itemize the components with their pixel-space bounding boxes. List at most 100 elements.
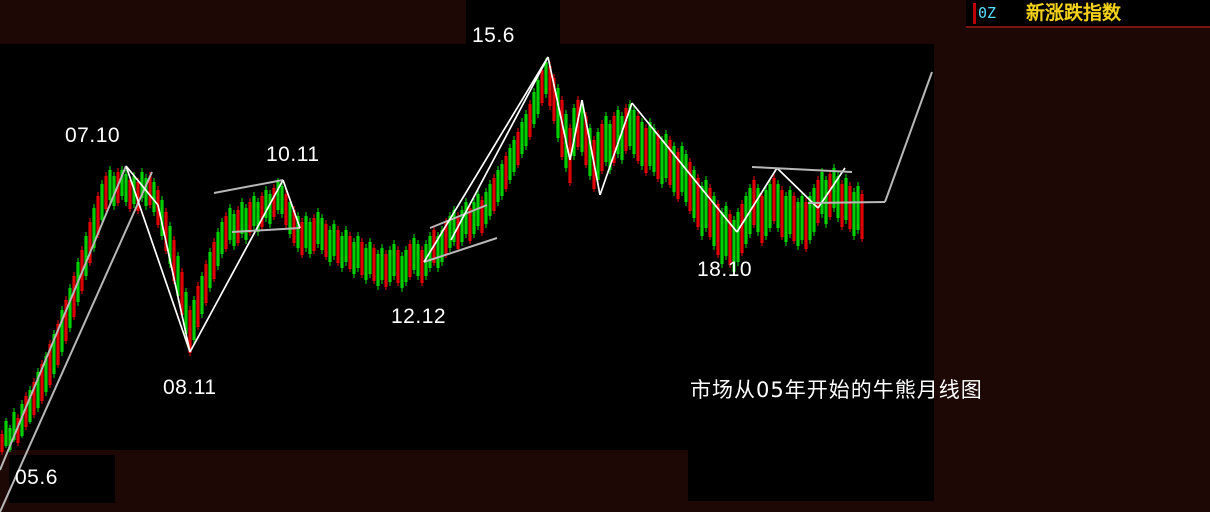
chart-canvas-top-extension	[466, 0, 560, 44]
candle	[632, 106, 636, 158]
candle	[580, 100, 584, 156]
candle	[600, 120, 604, 174]
candle	[212, 238, 216, 282]
candle	[324, 220, 328, 260]
candle	[468, 204, 472, 244]
candle	[640, 118, 644, 170]
candle	[572, 104, 576, 160]
candle	[812, 184, 816, 236]
candle	[492, 174, 496, 214]
candle	[288, 198, 292, 238]
candle	[848, 182, 852, 232]
candle	[860, 190, 864, 242]
trendline-base-2012-box-bottom	[423, 237, 498, 263]
candle	[380, 244, 384, 284]
candle	[180, 268, 184, 318]
candle	[344, 226, 348, 266]
candle	[388, 246, 392, 286]
candle	[304, 212, 308, 252]
trendline-bounce-2015b	[569, 99, 583, 161]
candle	[784, 192, 788, 246]
candle	[820, 168, 824, 218]
candle	[620, 112, 624, 164]
candle	[100, 180, 104, 224]
candle	[504, 152, 508, 192]
candle	[152, 178, 156, 216]
candle	[160, 196, 164, 240]
candle	[624, 104, 628, 154]
candle	[528, 100, 532, 140]
candle	[228, 204, 232, 244]
candle	[708, 184, 712, 240]
candle	[308, 218, 312, 258]
label-2008-11: 08.11	[163, 376, 217, 399]
candles-layer	[0, 58, 864, 455]
trendline-rise-2019	[736, 167, 778, 233]
candle	[656, 130, 660, 182]
label-2007-10: 07.10	[65, 124, 121, 147]
candle	[660, 136, 664, 188]
candle	[676, 148, 680, 202]
candle	[176, 252, 180, 300]
candle	[684, 150, 688, 206]
trendline-base-2012-box-top	[429, 204, 488, 229]
candle	[636, 112, 640, 164]
candle	[588, 124, 592, 180]
candle	[252, 192, 256, 230]
candle	[520, 118, 524, 158]
candle	[208, 248, 212, 292]
trendline-down-leg-2008	[157, 204, 191, 353]
candle	[108, 166, 112, 204]
trendline-rise-channel-upper-2005-2007	[0, 165, 127, 471]
candle	[296, 212, 300, 252]
candle	[120, 166, 124, 200]
candle	[24, 392, 28, 430]
candle	[772, 174, 776, 224]
candle	[0, 430, 4, 455]
candle	[704, 176, 708, 232]
candle	[728, 210, 732, 268]
candle	[200, 272, 204, 318]
candle	[616, 106, 620, 158]
candle	[680, 142, 684, 196]
candle	[712, 192, 716, 250]
candle	[544, 58, 548, 98]
candle	[96, 192, 100, 238]
trendlines-layer	[0, 56, 933, 512]
candle	[500, 160, 504, 200]
candle	[764, 186, 768, 240]
candle	[472, 198, 476, 238]
index-header-bar[interactable]: 0Z 新涨跌指数	[966, 0, 1210, 27]
candle	[692, 166, 696, 222]
candle	[668, 136, 672, 188]
candle	[720, 208, 724, 268]
candle	[280, 182, 284, 218]
header-marker-icon	[973, 3, 976, 24]
candle	[264, 186, 268, 222]
trendline-peak-roof-2007	[125, 165, 159, 206]
candle	[232, 210, 236, 250]
candle	[360, 238, 364, 278]
candle	[420, 246, 424, 286]
candle	[740, 200, 744, 256]
candle	[104, 172, 108, 212]
candle	[800, 192, 804, 244]
candle	[540, 66, 544, 106]
candle	[268, 190, 272, 228]
candle	[60, 306, 64, 356]
candle	[536, 76, 540, 118]
candle	[396, 246, 400, 286]
candle	[688, 158, 692, 214]
candle	[376, 250, 380, 290]
candle	[68, 284, 72, 332]
candle	[456, 212, 460, 252]
candle	[744, 192, 748, 248]
candle	[508, 144, 512, 184]
candle	[556, 84, 560, 142]
chart-canvas-low-label-box	[9, 455, 115, 503]
candle	[372, 244, 376, 284]
trendline-peak-down-2007-2008	[125, 165, 191, 353]
candle	[460, 206, 464, 246]
candle	[400, 252, 404, 292]
